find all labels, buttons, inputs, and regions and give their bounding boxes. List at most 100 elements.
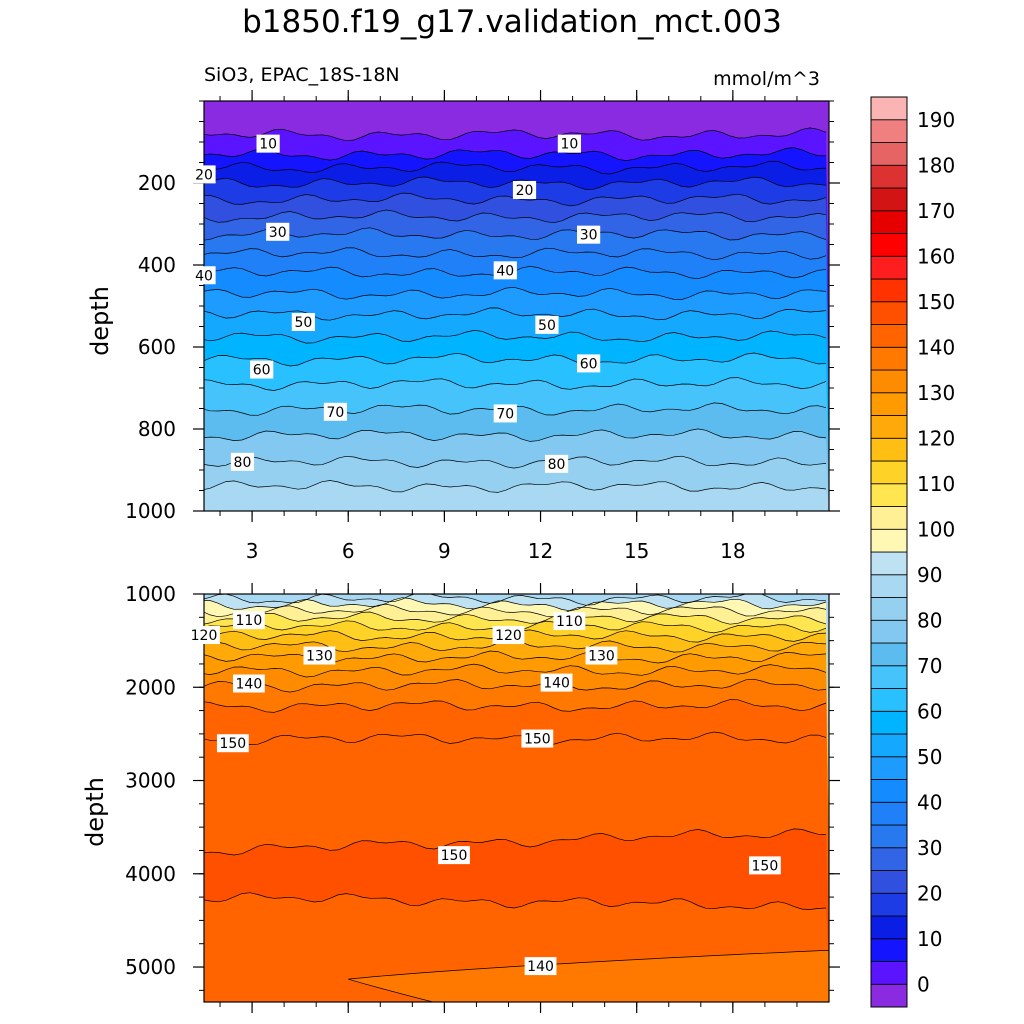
- contour-label: 20: [516, 183, 534, 199]
- plot-frame: [203, 593, 830, 1003]
- colorbar-swatch: [870, 847, 908, 871]
- colorbar-swatch: [870, 642, 908, 667]
- contour-label: 10: [259, 137, 277, 153]
- lower-panel-contours: [204, 594, 829, 1002]
- contour-label: 40: [195, 268, 213, 284]
- x-tick-label: 9: [438, 539, 451, 563]
- colorbar-label: 80: [917, 608, 942, 632]
- y-tick-label: 400: [138, 253, 176, 277]
- colorbar-swatch: [870, 255, 908, 280]
- contour-label: 30: [269, 225, 287, 241]
- contour-label: 150: [524, 732, 551, 748]
- colorbar-swatch: [870, 369, 908, 394]
- contour-label: 80: [234, 455, 252, 471]
- colorbar-label: 90: [917, 563, 942, 587]
- colorbar-swatch: [870, 688, 908, 712]
- colorbar-swatch: [870, 574, 908, 598]
- colorbar-swatch: [870, 665, 908, 689]
- contour-label: 50: [538, 318, 556, 334]
- colorbar-frame: [870, 96, 908, 1008]
- contour-label-box: [544, 454, 569, 473]
- contour-label: 120: [495, 628, 522, 644]
- contour-line-10: [204, 147, 827, 161]
- units-label: mmol/m^3: [713, 68, 820, 90]
- contour-line-60: [204, 330, 827, 344]
- contour-line-150: [204, 731, 827, 745]
- colorbar-swatch: [870, 756, 908, 780]
- contour-label: 130: [306, 649, 333, 665]
- contour-label-box: [192, 165, 216, 184]
- contour-label: 150: [441, 848, 468, 864]
- contour-label-box: [585, 646, 618, 665]
- contour-label-box: [493, 404, 517, 423]
- contour-region-140: [348, 949, 829, 1002]
- contour-line-20: [204, 176, 827, 190]
- contour-label-box: [250, 360, 274, 379]
- contour-label-box: [535, 315, 559, 334]
- contour-label: 60: [580, 356, 598, 372]
- colorbar-label: 0: [917, 972, 930, 996]
- colorbar-swatch: [870, 733, 908, 758]
- colorbar-swatch: [870, 164, 908, 189]
- contour-line-135: [204, 663, 827, 678]
- colorbar-label: 100: [917, 517, 955, 541]
- contour-line-140: [204, 678, 827, 693]
- x-tick-label: 3: [246, 539, 259, 563]
- y-tick-label: 4000: [125, 862, 176, 886]
- contour-label-box: [230, 452, 255, 471]
- contour-label-box: [521, 729, 554, 748]
- contour-line-145: [204, 892, 827, 910]
- contour-line-65: [204, 352, 827, 367]
- contour-line-70: [204, 377, 827, 391]
- contour-label-box: [492, 626, 525, 645]
- contour-line-15: [204, 160, 827, 175]
- x-tick-label: 6: [342, 539, 355, 563]
- colorbar-swatch: [870, 915, 908, 940]
- colorbar-label: 160: [917, 244, 955, 268]
- colorbar-label: 60: [917, 699, 942, 723]
- colorbar-swatch: [870, 119, 908, 143]
- colorbar-swatch: [870, 983, 908, 1008]
- colorbar-label: 50: [917, 745, 942, 769]
- colorbar-swatch: [870, 460, 908, 485]
- contour-line-35: [204, 227, 827, 241]
- variable-region-label: SiO3, EPAC_18S-18N: [204, 64, 400, 86]
- colorbar-swatch: [870, 210, 908, 234]
- figure-title: b1850.f19_g17.validation_mct.003: [242, 4, 782, 40]
- colorbar-swatch: [870, 392, 908, 416]
- contour-label-box: [323, 402, 348, 421]
- contour-label-box: [540, 673, 573, 692]
- contour-label: 30: [580, 228, 598, 244]
- contour-label-box: [291, 312, 315, 331]
- colorbar-swatch: [870, 96, 908, 121]
- contour-line-5: [204, 127, 827, 142]
- colorbar-swatch: [870, 892, 908, 917]
- colorbar-swatch: [870, 506, 908, 530]
- colorbar-swatch: [870, 779, 908, 803]
- upper-panel-fill: [204, 101, 829, 511]
- colorbar-swatch: [870, 824, 908, 849]
- colorbar-swatch: [870, 437, 908, 462]
- contour-line-100: [204, 597, 827, 612]
- colorbar-swatch: [870, 961, 908, 985]
- colorbar-label: 140: [917, 335, 955, 359]
- colorbar-swatch: [870, 233, 908, 257]
- contour-line-40: [204, 247, 827, 261]
- y-tick-label: 3000: [125, 769, 176, 793]
- y-tick-label: 2000: [125, 675, 176, 699]
- colorbar-swatch: [870, 801, 908, 826]
- contour-label: 140: [236, 677, 263, 693]
- upper-panel-contour-labels: 10 10 20 20 30 30 40 40 50 50 60 60 70 70 80 80: [192, 134, 601, 473]
- colorbar-swatch: [870, 483, 908, 507]
- contour-label: 10: [560, 137, 578, 153]
- contour-line-145: [204, 699, 827, 713]
- colorbar-swatch: [870, 278, 908, 303]
- colorbar-swatch: [870, 619, 908, 644]
- colorbar-label: 20: [917, 881, 942, 905]
- contour-label: 20: [195, 167, 213, 183]
- contour-line-85: [204, 455, 827, 469]
- colorbar-label: 180: [917, 153, 955, 177]
- contour-label-box: [577, 354, 601, 373]
- colorbar-label: 110: [917, 472, 955, 496]
